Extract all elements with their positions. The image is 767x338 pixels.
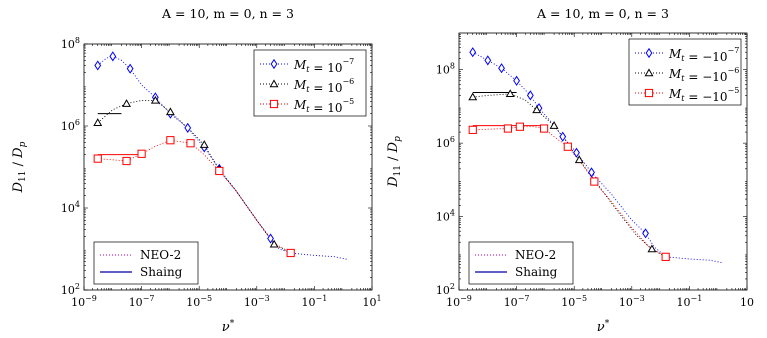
- x-tick-label: 10−7: [129, 294, 155, 309]
- data-point-series-3: [215, 166, 224, 176]
- legend-lines: NEO-2 Shaing: [93, 241, 199, 285]
- y-tick-label: 108: [436, 62, 455, 77]
- data-point-series-3: [122, 156, 131, 166]
- legend-entry-label: NEO-2: [140, 248, 181, 262]
- data-point-series-2: [199, 140, 209, 148]
- y-tick-label: 106: [61, 118, 80, 133]
- plot-area: [468, 47, 724, 264]
- data-point-series-1: [513, 75, 521, 86]
- legend-lines: NEO-2 Shaing: [468, 241, 574, 285]
- legend-marker-diamond: [270, 58, 278, 70]
- y-tick-label: 104: [436, 209, 455, 224]
- data-point-series-1: [184, 122, 192, 133]
- legend-entry-label: Shaing: [515, 265, 558, 279]
- y-tick-label: 104: [61, 200, 80, 215]
- x-axis-label: ν*: [597, 319, 610, 335]
- legend-markers: Mt = −10−7 Mt = −10−6 Mt = −10−5: [628, 38, 742, 106]
- data-point-series-2: [532, 105, 542, 114]
- legend-entry-label: Mt = −10−7: [668, 46, 739, 64]
- data-point-series-1: [469, 47, 477, 58]
- data-point-series-1: [573, 147, 580, 158]
- data-point-series-2: [647, 244, 657, 253]
- chart-2: A = 10, m = 0, n = 3 10−9 10−7 10−5 10−3 10−1…: [386, 6, 754, 335]
- legend-entry-label: Mt = −10−6: [668, 66, 739, 84]
- plot-frame: [458, 32, 748, 291]
- data-point-series-2: [93, 118, 103, 126]
- data-point-series-2: [574, 155, 584, 164]
- y-tick-label: 102: [61, 282, 80, 297]
- data-point-series-2: [150, 95, 160, 104]
- data-point-series-1: [126, 63, 134, 74]
- data-point-series-1: [588, 167, 595, 178]
- legend-marker-square: [269, 99, 279, 109]
- x-axis-label: ν*: [222, 319, 235, 335]
- legend-markers: Mt = 10−7 Mt = 10−6 Mt = 10−5: [253, 49, 367, 117]
- x-tick-label: 10−3: [619, 294, 645, 309]
- legend-entry-label: Mt = 10−7: [293, 57, 354, 75]
- data-point-series-3: [503, 124, 513, 133]
- legend-box: [468, 241, 574, 285]
- neo2-curve-series-2: [97, 99, 291, 254]
- data-point-series-3: [563, 142, 572, 151]
- legend-entry-label: Mt = −10−5: [668, 86, 739, 104]
- data-point-series-3: [468, 125, 477, 134]
- data-point-series-2: [269, 239, 279, 248]
- data-point-series-3: [286, 248, 295, 258]
- data-point-series-1: [559, 131, 567, 142]
- data-point-series-3: [166, 136, 175, 145]
- legend-marker-triangle: [644, 68, 654, 77]
- neo2-curve-series-1: [97, 55, 349, 261]
- data-point-series-1: [109, 51, 117, 62]
- y-axis-label: D11 / Dp: [11, 141, 28, 193]
- chart-title: A = 10, m = 0, n = 3: [161, 6, 294, 21]
- legend-marker-diamond: [645, 47, 653, 59]
- y-axis-label: D11 / Dp: [386, 136, 403, 188]
- data-point-series-3: [93, 154, 102, 163]
- legend-marker-triangle: [269, 79, 279, 88]
- data-point-series-1: [526, 90, 534, 101]
- plot-area: [93, 51, 349, 261]
- plot-frame: [83, 43, 373, 291]
- x-tick-label: 10: [740, 296, 754, 309]
- data-point-series-2: [122, 99, 132, 107]
- data-point-series-2: [549, 121, 559, 129]
- x-tick-label: 10−9: [446, 294, 472, 309]
- legend-box: [93, 241, 199, 285]
- x-tick-label: 10−5: [186, 294, 212, 309]
- data-point-series-1: [484, 55, 492, 66]
- data-point-series-3: [661, 252, 670, 261]
- neo2-curve-series-3: [472, 126, 666, 258]
- y-tick-label: 106: [436, 135, 455, 150]
- chart-title: A = 10, m = 0, n = 3: [536, 6, 669, 21]
- legend-entry-label: Mt = 10−6: [293, 77, 354, 95]
- data-point-series-3: [186, 139, 195, 148]
- neo2-curve-series-2: [472, 93, 666, 258]
- y-tick-label: 102: [436, 282, 455, 297]
- legend-entry-label: Shaing: [140, 265, 183, 279]
- data-point-series-1: [642, 228, 649, 239]
- data-point-series-3: [137, 149, 146, 158]
- data-point-series-1: [267, 233, 274, 244]
- x-tick-label: 10−7: [504, 294, 530, 309]
- x-tick-label: 10−5: [561, 294, 587, 309]
- legend-entry-label: Mt = 10−5: [293, 97, 354, 115]
- legend-entry-label: NEO-2: [515, 248, 556, 262]
- data-point-series-2: [165, 107, 175, 116]
- data-point-series-2: [468, 92, 478, 101]
- x-tick-label: 10−1: [677, 294, 703, 309]
- x-tick-label: 101: [362, 294, 381, 309]
- data-point-series-3: [590, 177, 599, 186]
- data-point-series-1: [94, 60, 102, 71]
- data-point-series-3: [539, 124, 549, 133]
- x-tick-label: 10−1: [302, 294, 328, 309]
- data-point-series-1: [498, 63, 505, 74]
- x-tick-label: 10−9: [71, 294, 97, 309]
- y-tick-label: 108: [61, 36, 80, 51]
- chart-1: A = 10, m = 0, n = 3 10−9 10−7 10−5 10−3 10−1…: [11, 6, 382, 335]
- x-tick-label: 10−3: [244, 294, 270, 309]
- data-point-series-2: [505, 89, 515, 98]
- legend-marker-square: [644, 88, 654, 98]
- data-point-series-3: [515, 122, 524, 131]
